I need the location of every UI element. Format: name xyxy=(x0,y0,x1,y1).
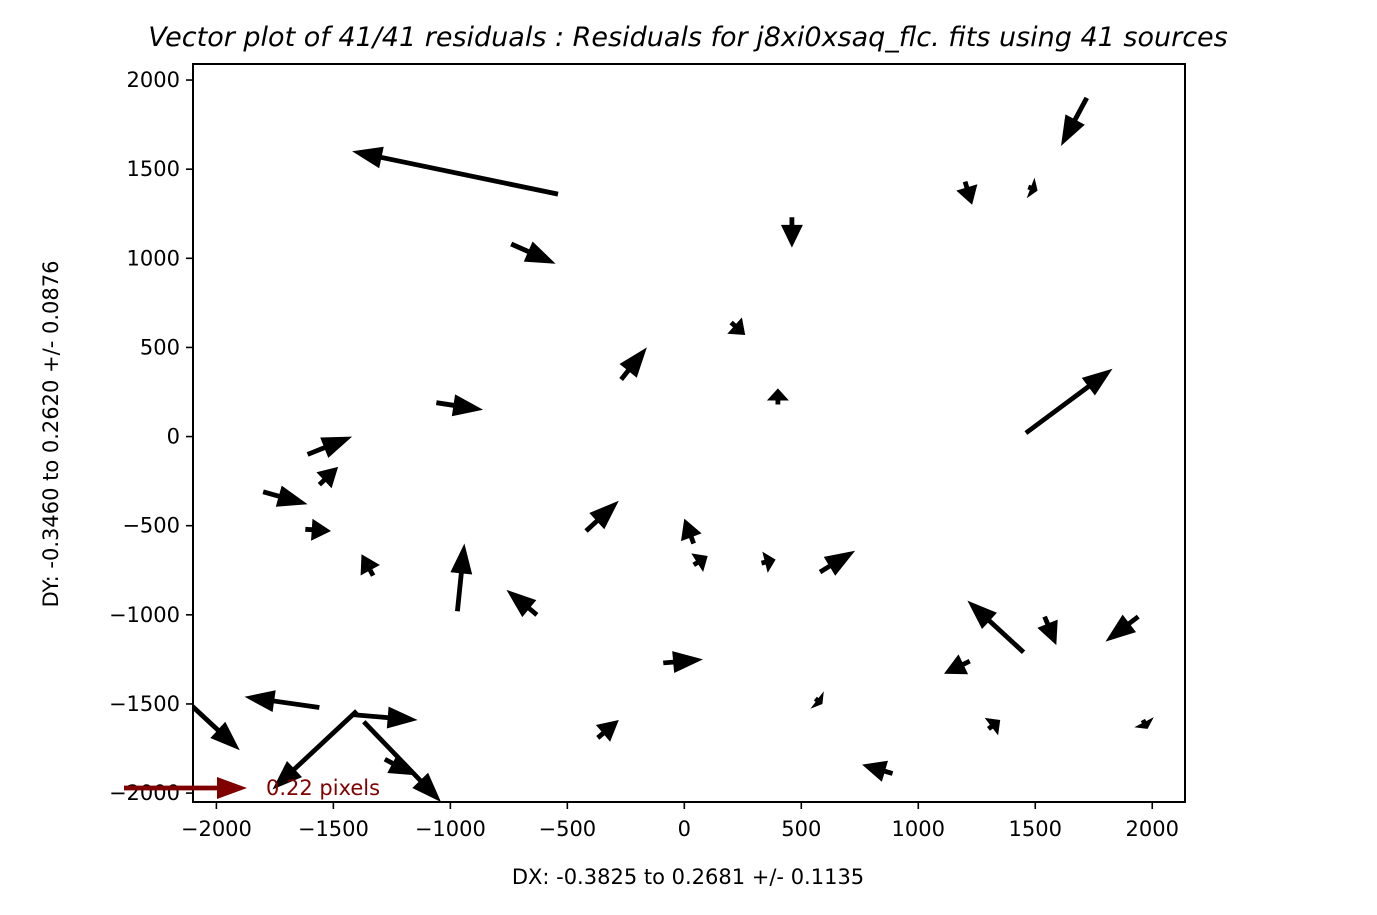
residual-vector xyxy=(780,217,803,248)
residual-vector xyxy=(352,146,559,197)
x-tick-label: 500 xyxy=(781,817,821,841)
y-tick-label: −1000 xyxy=(109,603,180,627)
x-tick-label: 1500 xyxy=(1009,817,1062,841)
x-axis: −2000 −1500 −1000 −500 0 500 1000 1500 2000 xyxy=(181,802,1179,841)
x-tick-label: −2000 xyxy=(181,817,252,841)
residual-vector xyxy=(1037,615,1058,646)
residual-vector xyxy=(727,317,746,335)
residual-vector xyxy=(1061,96,1089,146)
residual-vector xyxy=(766,388,789,405)
y-tick-label: 2000 xyxy=(127,68,180,92)
residual-vector xyxy=(595,720,619,742)
residual-vector xyxy=(262,485,308,507)
y-tick-label: 0 xyxy=(167,425,180,449)
y-tick-label: −500 xyxy=(122,514,180,538)
key-arrow xyxy=(124,777,247,799)
y-axis-label: DY: -0.3460 to 0.2620 +/- 0.0876 xyxy=(39,261,63,608)
key-label: 0.22 pixels xyxy=(266,776,380,800)
residual-vector xyxy=(1026,177,1038,199)
residual-vector xyxy=(193,703,240,751)
residual-vector xyxy=(383,753,416,776)
residual-vector xyxy=(510,241,556,264)
x-tick-label: 0 xyxy=(678,817,691,841)
residual-vector xyxy=(691,553,708,572)
residual-vector xyxy=(1024,368,1113,435)
vector-layer xyxy=(193,96,1154,802)
y-tick-label: −1500 xyxy=(109,692,180,716)
y-tick-label: 1500 xyxy=(127,157,180,181)
residual-vector xyxy=(810,691,824,709)
x-tick-label: −500 xyxy=(538,817,596,841)
residual-vector xyxy=(663,651,703,673)
y-tick-label: 1000 xyxy=(127,246,180,270)
x-tick-label: −1500 xyxy=(298,817,369,841)
residual-vector xyxy=(450,543,473,612)
residual-vector xyxy=(1134,717,1154,729)
residual-vector xyxy=(360,554,380,577)
residual-vector xyxy=(584,500,619,533)
x-tick-label: 1000 xyxy=(892,817,945,841)
x-tick-label: 2000 xyxy=(1126,817,1179,841)
y-axis: −2000 −1500 −1000 −500 0 500 1000 1500 2000 xyxy=(109,68,193,805)
residual-vector xyxy=(316,466,339,489)
residual-vector xyxy=(351,706,418,729)
residual-vector xyxy=(944,654,971,675)
x-axis-label: DX: -0.3825 to 0.2681 +/- 0.1135 xyxy=(512,865,864,889)
residual-vector xyxy=(984,717,1001,736)
residual-vector xyxy=(305,518,331,541)
residual-vector xyxy=(506,589,539,618)
residual-vector xyxy=(1105,614,1140,642)
plot-frame xyxy=(192,63,1186,803)
chart-title: Vector plot of 41/41 residuals : Residua… xyxy=(148,22,1227,53)
y-tick-label: 500 xyxy=(140,335,180,359)
residual-vector xyxy=(306,436,353,458)
residual-vector xyxy=(760,551,776,573)
residual-vector xyxy=(956,181,978,205)
residual-vector xyxy=(818,550,856,576)
quiver-key: 0.22 pixels xyxy=(124,776,380,800)
residual-vector xyxy=(272,709,359,790)
x-tick-label: −1000 xyxy=(415,817,486,841)
residual-vector xyxy=(862,760,894,782)
residual-vector xyxy=(619,347,647,381)
residual-vector xyxy=(967,600,1026,654)
residual-vector xyxy=(436,394,484,417)
residual-vector xyxy=(681,518,702,545)
y-tick-label: −2000 xyxy=(109,781,180,805)
residual-vector xyxy=(244,690,320,712)
